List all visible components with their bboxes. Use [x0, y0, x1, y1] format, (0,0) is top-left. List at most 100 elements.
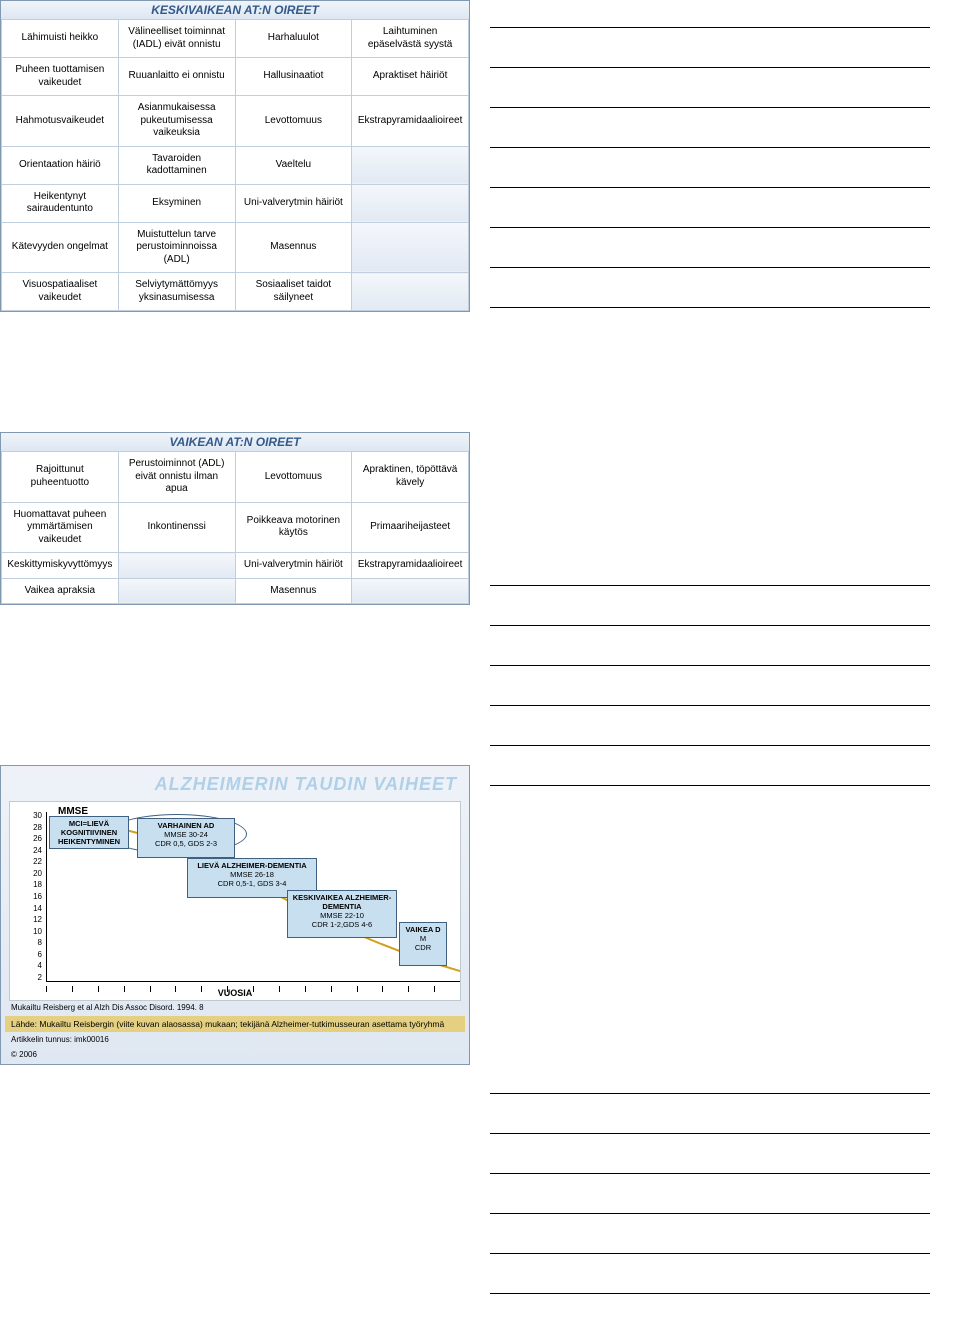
table-cell: Muistuttelun tarve perustoiminnoissa (AD… [118, 222, 235, 273]
note-line [490, 80, 930, 108]
table-cell: Asianmukaisessa pukeutumisessa vaikeuksi… [118, 96, 235, 147]
x-tick [357, 986, 383, 992]
table-cell [352, 184, 469, 222]
y-tick: 18 [14, 881, 42, 889]
x-tick [46, 986, 72, 992]
table-cell [352, 578, 469, 604]
x-tick [253, 986, 279, 992]
table-cell: Laihtuminen epäselvästä syystä [352, 20, 469, 58]
table-cell: Välineelliset toiminnat (IADL) eivät onn… [118, 20, 235, 58]
table-cell: Uni-valverytmin häiriöt [235, 553, 352, 579]
table-cell [352, 222, 469, 273]
x-axis-label: VUOSIA [218, 988, 253, 998]
table-cell [352, 273, 469, 311]
note-line [490, 598, 930, 626]
table-cell: Ekstrapyramidaalioireet [352, 553, 469, 579]
note-line [490, 558, 930, 586]
x-tick [279, 986, 305, 992]
chart-source: Lähde: Mukailtu Reisbergin (viite kuvan … [5, 1016, 465, 1032]
note-line [490, 280, 930, 308]
table-cell: Primaariheijasteet [352, 502, 469, 553]
y-tick: 10 [14, 928, 42, 936]
table-cell: Visuospatiaaliset vaikeudet [2, 273, 119, 311]
stage-box: VAIKEA DMCDR [399, 922, 447, 966]
y-tick: 28 [14, 824, 42, 832]
table-cell: Hahmotusvaikeudet [2, 96, 119, 147]
x-tick [150, 986, 176, 992]
x-tick [124, 986, 150, 992]
table-cell [118, 578, 235, 604]
note-line [490, 1186, 930, 1214]
table-cell: Uni-valverytmin häiriöt [235, 184, 352, 222]
table-cell: Ekstrapyramidaalioireet [352, 96, 469, 147]
table-cell: Harhaluulot [235, 20, 352, 58]
notes-block-1 [490, 0, 930, 308]
table-cell: Selviytymättömyys yksinasumisessa [118, 273, 235, 311]
note-line [490, 758, 930, 786]
panel1-title: KESKIVAIKEAN AT:N OIREET [1, 1, 469, 19]
table-cell: Heikentynyt sairaudentunto [2, 184, 119, 222]
note-line [490, 1106, 930, 1134]
y-tick: 8 [14, 939, 42, 947]
y-tick: 24 [14, 847, 42, 855]
y-tick: 4 [14, 962, 42, 970]
y-tick: 22 [14, 858, 42, 866]
chart-panel: ALZHEIMERIN TAUDIN VAIHEET MMSE 30282624… [0, 765, 470, 1065]
chart-caption: Mukailtu Reisberg et al Alzh Dis Assoc D… [5, 1001, 465, 1012]
table-cell: Vaeltelu [235, 146, 352, 184]
table-cell: Tavaroiden kadottaminen [118, 146, 235, 184]
y-axis: 30282624222018161412108642 [14, 812, 42, 982]
note-line [490, 1266, 930, 1294]
note-line [490, 120, 930, 148]
table-cell: Apraktinen, töpöttävä kävely [352, 452, 469, 503]
panel-keskivaikean: KESKIVAIKEAN AT:N OIREET Lähimuisti heik… [0, 0, 470, 312]
note-line [490, 678, 930, 706]
table-cell: Puheen tuottamisen vaikeudet [2, 58, 119, 96]
panel2-table: Rajoittunut puheentuottoPerustoiminnot (… [1, 451, 469, 604]
notes-block-3 [490, 1066, 930, 1294]
x-tick [72, 986, 98, 992]
table-cell: Levottomuus [235, 96, 352, 147]
chart-area: MMSE 30282624222018161412108642 MCI=LIEV… [9, 801, 461, 1001]
table-cell: Huomattavat puheen ymmärtämisen vaikeude… [2, 502, 119, 553]
table-cell: Perustoiminnot (ADL) eivät onnistu ilman… [118, 452, 235, 503]
stage-box: VARHAINEN ADMMSE 30-24CDR 0,5, GDS 2-3 [137, 818, 235, 858]
y-tick: 14 [14, 905, 42, 913]
table-cell: Keskittymiskyvyttömyys [2, 553, 119, 579]
panel1-table: Lähimuisti heikkoVälineelliset toiminnat… [1, 19, 469, 311]
table-cell: Ruuanlaitto ei onnistu [118, 58, 235, 96]
table-cell: Hallusinaatiot [235, 58, 352, 96]
y-tick: 30 [14, 812, 42, 820]
note-line [490, 200, 930, 228]
plot-area: MCI=LIEVÄ KOGNITIIVINEN HEIKENTYMINENVAR… [46, 812, 460, 982]
chart-copyright: © 2006 [5, 1047, 465, 1062]
table-cell [352, 146, 469, 184]
note-line [490, 718, 930, 746]
table-cell: Masennus [235, 578, 352, 604]
y-tick: 16 [14, 893, 42, 901]
note-line [490, 40, 930, 68]
y-tick: 26 [14, 835, 42, 843]
note-line [490, 1066, 930, 1094]
table-cell: Orientaation häiriö [2, 146, 119, 184]
note-line [490, 0, 930, 28]
chart-title: ALZHEIMERIN TAUDIN VAIHEET [5, 770, 465, 801]
note-line [490, 160, 930, 188]
note-line [490, 1146, 930, 1174]
x-tick [175, 986, 201, 992]
panel2-title: VAIKEAN AT:N OIREET [1, 433, 469, 451]
stage-box: KESKIVAIKEA ALZHEIMER-DEMENTIAMMSE 22-10… [287, 890, 397, 938]
table-cell: Kätevyyden ongelmat [2, 222, 119, 273]
panel-vaikean: VAIKEAN AT:N OIREET Rajoittunut puheentu… [0, 432, 470, 605]
note-line [490, 638, 930, 666]
table-cell: Inkontinenssi [118, 502, 235, 553]
table-cell: Levottomuus [235, 452, 352, 503]
table-cell: Poikkeava motorinen käytös [235, 502, 352, 553]
y-tick: 20 [14, 870, 42, 878]
y-tick: 2 [14, 974, 42, 982]
x-ticks [46, 986, 460, 992]
table-cell: Lähimuisti heikko [2, 20, 119, 58]
x-tick [408, 986, 434, 992]
notes-block-2 [490, 558, 930, 786]
table-cell: Rajoittunut puheentuotto [2, 452, 119, 503]
